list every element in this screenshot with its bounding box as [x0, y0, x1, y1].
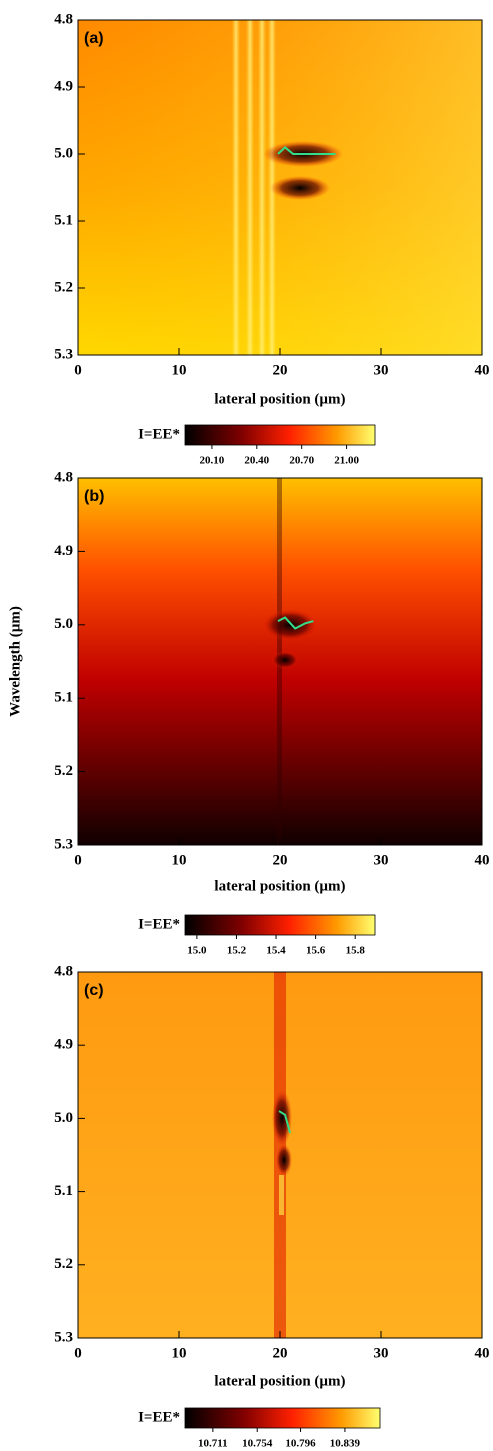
- y-tick-label: 5.3: [54, 1329, 73, 1345]
- colorbar-label: I=EE*: [138, 426, 180, 442]
- colorbar-tick-label: 15.4: [266, 945, 286, 957]
- colorbar-tick-label: 20.70: [289, 455, 314, 467]
- x-tick-label: 20: [273, 852, 288, 868]
- y-tick-label: 5.3: [54, 836, 73, 852]
- heatmap-field: [78, 20, 482, 355]
- y-tick-label: 4.8: [54, 469, 73, 485]
- x-tick-label: 30: [374, 362, 389, 378]
- colorbar-tick-label: 10.839: [330, 1438, 361, 1450]
- y-tick-label: 5.1: [54, 212, 73, 228]
- x-axis-label: lateral position (µm): [214, 391, 345, 407]
- colorbar-tick-label: 15.0: [187, 945, 207, 957]
- colorbar-label: I=EE*: [138, 916, 180, 932]
- x-tick-label: 40: [475, 852, 490, 868]
- x-tick-label: 0: [74, 362, 82, 378]
- heatmap-field: [78, 478, 482, 845]
- y-tick-label: 5.2: [54, 1256, 73, 1272]
- colorbar-label: I=EE*: [138, 1409, 180, 1425]
- ridge-line: [278, 1110, 292, 1134]
- colorbar-tick-label: 10.711: [198, 1438, 228, 1450]
- heatmap-field: [78, 972, 482, 1338]
- x-axis-label: lateral position (µm): [214, 1373, 345, 1389]
- ridge-line: [277, 145, 336, 155]
- colorbar: [184, 424, 376, 446]
- x-tick-label: 10: [172, 1345, 187, 1361]
- colorbar-tick-label: 10.754: [242, 1438, 273, 1450]
- x-tick-label: 30: [374, 1345, 389, 1361]
- colorbar-tick-label: 15.2: [227, 945, 247, 957]
- y-tick-label: 5.0: [54, 616, 73, 632]
- y-tick-label: 4.8: [54, 963, 73, 979]
- colorbar-tick-label: 10.796: [285, 1438, 316, 1450]
- y-tick-label: 4.9: [54, 78, 73, 94]
- y-tick-label: 5.0: [54, 1110, 73, 1126]
- y-tick-label: 5.1: [54, 690, 73, 706]
- x-tick-label: 30: [374, 852, 389, 868]
- x-tick-label: 0: [74, 852, 82, 868]
- colorbar-tick-label: 20.10: [200, 455, 225, 467]
- x-tick-label: 40: [475, 1345, 490, 1361]
- y-tick-label: 4.9: [54, 1037, 73, 1053]
- y-tick-label: 5.2: [54, 763, 73, 779]
- colorbar-tick-label: 15.6: [306, 945, 326, 957]
- y-tick-label: 4.9: [54, 543, 73, 559]
- y-tick-label: 5.2: [54, 279, 73, 295]
- colorbar-tick-label: 21.00: [334, 455, 359, 467]
- y-tick-label: 5.0: [54, 145, 73, 161]
- panel-label: (b): [84, 488, 104, 505]
- colorbar: [184, 1407, 381, 1429]
- x-tick-label: 20: [273, 1345, 288, 1361]
- colorbar-tick-label: 15.8: [346, 945, 366, 957]
- x-tick-label: 10: [172, 362, 187, 378]
- panel-label: (a): [84, 30, 104, 47]
- x-tick-label: 10: [172, 852, 187, 868]
- x-tick-label: 20: [273, 362, 288, 378]
- x-axis-label: lateral position (µm): [214, 878, 345, 894]
- ridge-line: [277, 616, 314, 630]
- x-tick-label: 0: [74, 1345, 82, 1361]
- x-tick-label: 40: [475, 362, 490, 378]
- panel-label: (c): [84, 982, 104, 999]
- colorbar-tick-label: 20.40: [244, 455, 269, 467]
- y-tick-label: 5.3: [54, 346, 73, 362]
- y-tick-label: 4.8: [54, 11, 73, 27]
- colorbar: [184, 914, 376, 936]
- y-tick-label: 5.1: [54, 1183, 73, 1199]
- y-axis-label: Wavelength (µm): [7, 606, 23, 717]
